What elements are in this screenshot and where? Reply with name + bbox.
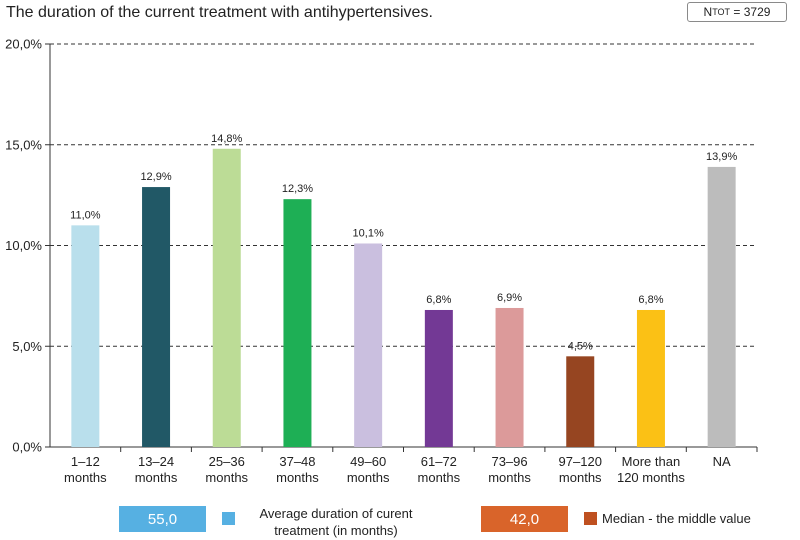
bar <box>354 243 383 447</box>
bar-value-label: 6,8% <box>638 294 663 306</box>
category-label: 37–48 <box>279 454 315 469</box>
category-label: 61–72 <box>421 454 457 469</box>
n-total-subscript: TOT <box>712 7 731 17</box>
bar-value-label: 12,3% <box>282 183 313 195</box>
average-duration-box: 55,0 <box>119 506 206 532</box>
category-label: months <box>559 470 602 485</box>
category-label: NA <box>713 454 731 469</box>
n-total-prefix: N <box>703 5 713 19</box>
average-legend-label-line: treatment (in months) <box>274 523 398 538</box>
category-label: 25–36 <box>209 454 245 469</box>
bar <box>424 309 453 447</box>
category-label: 97–120 <box>559 454 602 469</box>
y-tick-label: 15,0% <box>5 137 42 152</box>
bar <box>142 187 171 447</box>
bar-value-label: 6,9% <box>497 292 522 304</box>
category-label: More than <box>622 454 681 469</box>
median-legend-label-line: Median - the middle value <box>602 511 751 526</box>
category-label: 73–96 <box>491 454 527 469</box>
y-tick-label: 0,0% <box>12 440 42 455</box>
bar <box>707 166 736 448</box>
average-legend-swatch <box>222 512 235 525</box>
y-tick-label: 20,0% <box>5 37 42 52</box>
median-legend-swatch <box>584 512 597 525</box>
chart-title: The duration of the current treatment wi… <box>6 4 433 21</box>
bar-value-label: 13,9% <box>706 151 737 163</box>
median-legend-label: Median - the middle value <box>602 510 751 527</box>
y-tick-label: 10,0% <box>5 238 42 253</box>
bar <box>212 148 241 447</box>
average-legend-label: Average duration of curent treatment (in… <box>245 505 427 539</box>
bar-value-label: 4,5% <box>568 340 593 352</box>
median-box: 42,0 <box>481 506 568 532</box>
category-label: 1–12 <box>71 454 100 469</box>
bar-value-label: 10,1% <box>353 227 384 239</box>
category-label: months <box>135 470 178 485</box>
category-label: months <box>205 470 248 485</box>
bar <box>71 225 100 447</box>
bar-value-label: 6,8% <box>426 294 451 306</box>
category-label: months <box>347 470 390 485</box>
category-label: months <box>488 470 531 485</box>
bar-value-label: 14,8% <box>211 133 242 145</box>
bar <box>636 309 665 447</box>
n-total-badge: N TOT = 3729 <box>687 2 787 22</box>
category-label: months <box>276 470 319 485</box>
average-legend-label-line: Average duration of curent <box>259 506 413 521</box>
category-label: months <box>418 470 461 485</box>
bar <box>283 199 312 447</box>
category-label: 49–60 <box>350 454 386 469</box>
bar <box>495 307 524 447</box>
category-label: 13–24 <box>138 454 174 469</box>
bar-value-label: 11,0% <box>70 209 101 221</box>
y-tick-label: 5,0% <box>12 339 42 354</box>
bar <box>566 356 595 447</box>
category-label: months <box>64 470 107 485</box>
n-total-value: = 3729 <box>733 5 771 19</box>
category-label: 120 months <box>617 470 685 485</box>
bar-value-label: 12,9% <box>140 171 171 183</box>
